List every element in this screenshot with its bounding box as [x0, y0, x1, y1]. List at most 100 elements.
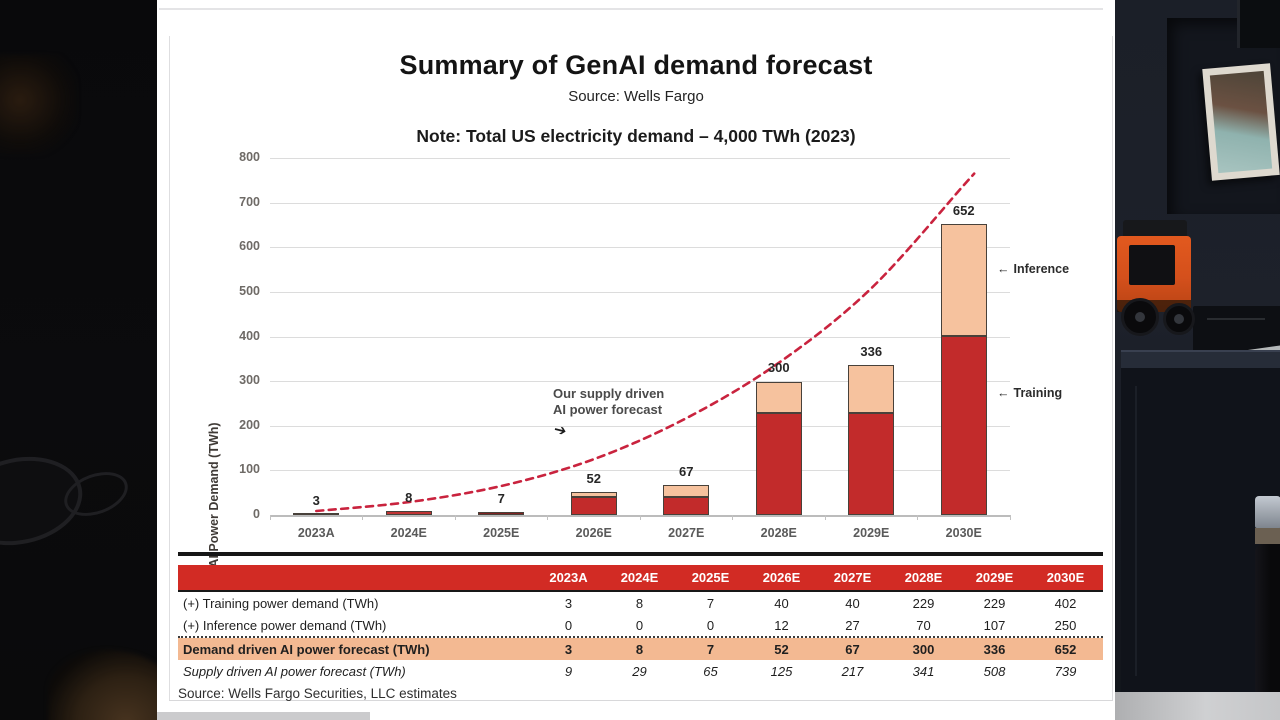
- x-tick-label: 2025E: [483, 526, 520, 540]
- table-cell: 402: [1054, 595, 1077, 611]
- training-segment: [755, 412, 802, 515]
- y-tick-label: 400: [239, 328, 260, 343]
- chart-title: Summary of GenAI demand forecast: [399, 50, 873, 80]
- gridline: [270, 381, 1010, 383]
- x-tick-label: 2027E: [668, 526, 705, 540]
- table-row: Supply driven AI power forecast (TWh) 9 29…: [178, 660, 1103, 682]
- x-tick-label: 2026E: [575, 526, 612, 540]
- table-cell: 2029E: [975, 570, 1014, 585]
- table-cell: (+) Training power demand (TWh): [183, 595, 379, 611]
- table-cell: 739: [1054, 663, 1077, 679]
- inference-segment: [848, 365, 895, 413]
- y-tick-label: 800: [239, 150, 260, 164]
- table-cell: 65: [703, 663, 718, 679]
- training-label: ← Training: [997, 386, 1063, 400]
- x-tick-label: 2024E: [390, 526, 427, 540]
- table-cell: 2026E: [762, 570, 801, 585]
- table-cell: 2025E: [691, 570, 730, 585]
- x-tick-mark: [917, 515, 918, 520]
- table-cell: 250: [1054, 617, 1077, 633]
- training-segment: [293, 513, 340, 515]
- table-top-rule: [178, 552, 1103, 556]
- chart-subtitle: Source: Wells Fargo: [568, 88, 704, 105]
- table-row: (+) Inference power demand (TWh) 0 0 0 12 27 7…: [178, 614, 1103, 638]
- table-cell: 300: [912, 641, 935, 657]
- x-tick-mark: [362, 515, 363, 520]
- left-arrow-icon: ←: [997, 386, 1010, 400]
- y-tick-label: 100: [239, 462, 260, 477]
- table-row: Demand driven AI power forecast (TWh) 3 8 7…: [178, 638, 1103, 660]
- table-cell: Demand driven AI power forecast (TWh): [183, 641, 430, 657]
- bar-value-label: 300: [767, 360, 790, 376]
- training-segment: [570, 497, 617, 515]
- toy-truck: [1117, 236, 1191, 312]
- table-cell: 2028E: [904, 570, 943, 585]
- x-tick-mark: [454, 515, 456, 520]
- y-tick-label: 500: [239, 283, 260, 298]
- page-right-border: [1112, 36, 1113, 700]
- table-cell: 125: [770, 663, 793, 679]
- table-cell: Supply driven AI power forecast (TWh): [183, 663, 406, 679]
- page-top-rule: [159, 8, 1103, 10]
- inference-segment: [755, 381, 802, 413]
- x-tick-label: 2030E: [945, 526, 982, 540]
- x-tick-mark: [547, 515, 548, 520]
- x-tick-mark: [824, 515, 826, 520]
- inference-label: ← Inference: [997, 262, 1070, 276]
- table-cell: 107: [983, 617, 1006, 633]
- photo: [1209, 70, 1273, 174]
- chart-plot-area: AI Power Demand (TWh) Our supply driven …: [207, 150, 1069, 568]
- horizontal-scrollbar-thumb[interactable]: [157, 712, 370, 720]
- table-cell: 27: [845, 617, 860, 633]
- chart-note: Note: Total US electricity demand – 4,00…: [416, 126, 856, 146]
- table-cell: 52: [774, 641, 789, 657]
- bar-value-label: 8: [405, 490, 413, 506]
- x-tick-label: 2028E: [760, 526, 797, 540]
- bar-value-label: 67: [679, 464, 694, 480]
- training-segment: [940, 335, 987, 515]
- table-cell: 9: [564, 663, 573, 679]
- presenter-hand: [48, 650, 157, 720]
- slide: Summary of GenAI demand forecast Source:…: [157, 0, 1115, 720]
- table-cell: 0: [564, 617, 573, 633]
- x-tick-mark: [732, 515, 733, 520]
- table-cell: 652: [1054, 641, 1077, 657]
- table-cell: 29: [632, 663, 647, 679]
- table-cell: 0: [706, 617, 715, 633]
- y-tick-label: 200: [239, 417, 260, 432]
- table-cell: 2023A: [549, 570, 588, 585]
- picture-frame: [1202, 63, 1280, 181]
- gridline: [270, 470, 1010, 472]
- table-cell: 70: [916, 617, 931, 633]
- inference-segment: [663, 485, 710, 498]
- gridline: [270, 202, 1010, 204]
- x-tick-label: 2023A: [297, 526, 335, 540]
- training-segment: [663, 497, 710, 515]
- inference-segment: [940, 224, 987, 336]
- table-header-row: 2023A 2024E 2025E 2026E 2027E 2028E 2029E 2030E: [178, 565, 1103, 592]
- y-tick-label: 0: [253, 507, 260, 521]
- table-cell: 229: [983, 595, 1006, 611]
- studio-background-right: [1115, 0, 1280, 720]
- table-rows: 2023A 2024E 2025E 2026E 2027E 2028E 2029E 2030E…: [178, 565, 1103, 682]
- table-cell: 3: [564, 595, 573, 611]
- table-cell: 341: [912, 663, 935, 679]
- table-cell: 8: [635, 641, 644, 657]
- water-bottle: [1255, 496, 1280, 720]
- bar-2024E: [385, 511, 432, 515]
- floor: [1115, 692, 1280, 720]
- bar-value-label: 336: [860, 344, 883, 360]
- headphones: [0, 440, 134, 557]
- bar-value-label: 652: [952, 203, 975, 219]
- gridline: [270, 291, 1010, 293]
- table-cell: 229: [912, 595, 935, 611]
- gridline: [270, 158, 1010, 159]
- bar-2026E: [570, 491, 617, 515]
- table-cell: 0: [635, 617, 644, 633]
- table-cell: 12: [774, 617, 789, 633]
- table-cell: (+) Inference power demand (TWh): [183, 617, 387, 633]
- supply-forecast-annotation: Our supply driven AI power forecast: [553, 386, 665, 417]
- training-segment: [385, 511, 432, 515]
- training-segment: [848, 412, 895, 515]
